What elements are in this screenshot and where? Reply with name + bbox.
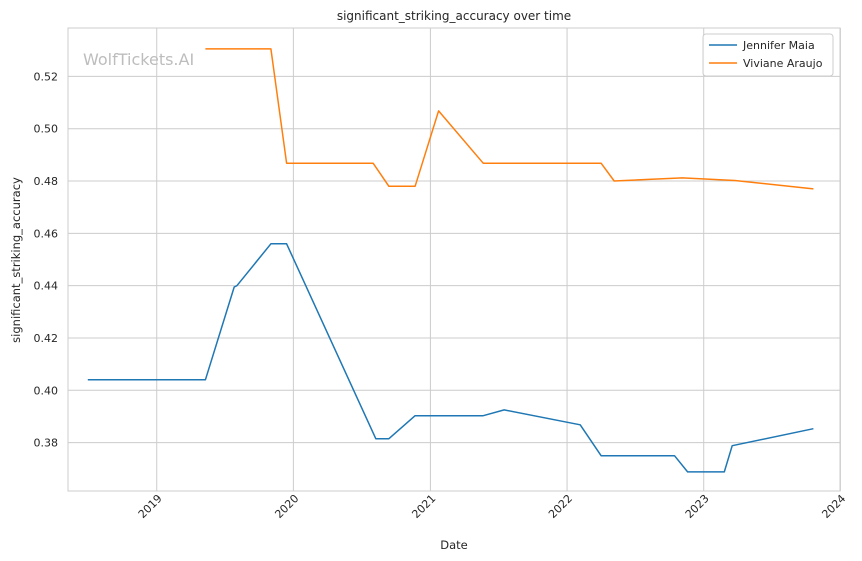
y-axis-ticks: 0.38 0.40 0.42 0.44 0.46 0.48 0.50 0.52: [34, 70, 59, 449]
plot-area: [67, 27, 841, 492]
x-tick-label: 2024: [819, 492, 848, 521]
x-tick-label: 2023: [683, 492, 712, 521]
x-tick-label: 2020: [272, 492, 301, 521]
x-tick-label: 2021: [409, 492, 438, 521]
y-tick-label: 0.40: [34, 384, 59, 397]
legend-label: Jennifer Maia: [742, 39, 815, 52]
watermark-text: WolfTickets.AI: [83, 50, 194, 69]
legend-label: Viviane Araujo: [743, 57, 823, 70]
y-tick-label: 0.50: [34, 123, 59, 136]
y-tick-label: 0.48: [34, 175, 59, 188]
chart-title: significant_striking_accuracy over time: [337, 9, 571, 23]
series-line-1: [205, 48, 814, 190]
x-tick-label: 2022: [546, 492, 575, 521]
y-tick-label: 0.38: [34, 437, 59, 450]
x-tick-label: 2019: [136, 492, 165, 521]
grid: [68, 28, 841, 491]
series-group: [87, 48, 814, 473]
y-tick-label: 0.42: [34, 332, 59, 345]
y-tick-label: 0.52: [34, 70, 59, 83]
legend: Jennifer Maia Viviane Araujo: [702, 33, 834, 77]
x-axis-title: Date: [440, 538, 468, 552]
y-tick-label: 0.44: [34, 280, 59, 293]
x-axis-ticks: 2019 2020 2021 2022 2023 2024: [136, 492, 849, 521]
series-line-0: [87, 243, 814, 473]
y-axis-title: significant_striking_accuracy: [9, 177, 23, 343]
y-tick-label: 0.46: [34, 227, 59, 240]
